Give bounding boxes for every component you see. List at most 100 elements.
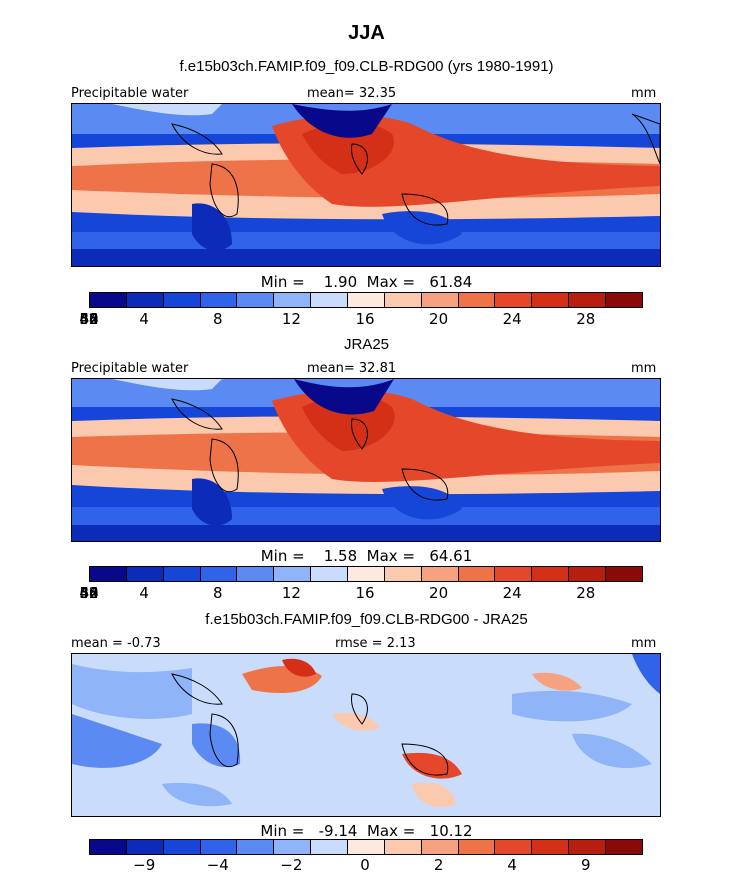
colorbar-swatch <box>495 293 533 307</box>
colorbar-swatch <box>200 293 238 307</box>
panel-3-min-max: Min = -9.14 Max = 10.12 <box>260 822 473 840</box>
colorbar-tick-label: 28 <box>576 584 596 602</box>
colorbar-swatch <box>126 293 164 307</box>
panel-3-rmse-label: rmse = 2.13 <box>335 636 416 651</box>
colorbar-swatch <box>90 567 127 581</box>
colorbar-tick-label: 8 <box>213 310 223 328</box>
colorbar-tick-label: 44 <box>79 584 99 602</box>
colorbar-swatch <box>90 293 127 307</box>
colorbar-swatch <box>384 840 422 854</box>
colorbar-tick-label: 52 <box>79 310 99 328</box>
panel-3-units-label: mm <box>631 636 657 651</box>
colorbar-tick-label: 32 <box>79 310 99 328</box>
colorbar-swatch <box>532 840 570 854</box>
colorbar-swatch <box>237 567 275 581</box>
colorbar-tick-label: 32 <box>79 584 99 602</box>
colorbar-swatch <box>237 840 275 854</box>
colorbar-swatch <box>126 567 164 581</box>
colorbar-swatch <box>606 567 642 581</box>
colorbar-tick-label: 36 <box>79 584 99 602</box>
colorbar-swatch <box>569 567 607 581</box>
panel-2-units-label: mm <box>631 361 657 376</box>
colorbar-swatch <box>569 840 607 854</box>
panel-2-variable-label: Precipitable water <box>71 361 189 376</box>
colorbar-tick-label: 4 <box>139 310 149 328</box>
colorbar-tick-label: 24 <box>502 584 522 602</box>
colorbar-tick-label: 9 <box>581 856 591 874</box>
colorbar-tick-label: 12 <box>281 310 301 328</box>
colorbar-swatch <box>384 567 422 581</box>
panel-1-subtitle: f.e15b03ch.FAMIP.f09_f09.CLB-RDG00 (yrs … <box>179 58 554 75</box>
colorbar-tick-label: 2 <box>433 856 444 874</box>
colorbar-swatch <box>532 567 570 581</box>
panel-3-map <box>71 653 661 817</box>
colorbar-swatch <box>237 293 275 307</box>
panel-2-colorbar <box>89 566 643 582</box>
colorbar-tick-label: −2 <box>280 856 303 874</box>
colorbar-tick-label: 56 <box>79 310 99 328</box>
panel-3-colorbar-ticks: −9 −4 −2 0 2 4 9 <box>89 856 641 874</box>
panel-1-map <box>71 103 661 267</box>
colorbar-swatch <box>421 840 459 854</box>
colorbar-swatch <box>90 840 127 854</box>
colorbar-tick-label: 4 <box>139 584 149 602</box>
colorbar-swatch <box>200 567 238 581</box>
colorbar-tick-label: 24 <box>502 310 522 328</box>
colorbar-swatch <box>274 293 312 307</box>
colorbar-tick-label: 20 <box>429 310 449 328</box>
colorbar-tick-label: 56 <box>79 584 99 602</box>
panel-3-mean-label: mean = -0.73 <box>71 636 161 651</box>
colorbar-swatch <box>348 567 385 581</box>
colorbar-tick-label: 60 <box>79 584 99 602</box>
colorbar-swatch <box>163 293 201 307</box>
colorbar-swatch <box>163 567 201 581</box>
colorbar-swatch <box>311 840 349 854</box>
colorbar-swatch <box>274 840 312 854</box>
panel-1-colorbar-ticks: 4 8 12 16 20 24 28 32 36 40 44 48 52 56 60 <box>79 310 641 328</box>
panel-2-map <box>71 378 661 542</box>
colorbar-swatch <box>606 840 642 854</box>
panel-1-units-label: mm <box>631 86 657 101</box>
colorbar-tick-label: 20 <box>429 584 449 602</box>
colorbar-tick-label: 12 <box>281 584 301 602</box>
colorbar-tick-label: 0 <box>360 856 370 874</box>
colorbar-swatch <box>606 293 642 307</box>
colorbar-swatch <box>421 293 459 307</box>
colorbar-tick-label: 16 <box>355 310 375 328</box>
colorbar-swatch <box>200 840 238 854</box>
figure-title: JJA <box>348 22 385 44</box>
panel-1-colorbar <box>89 292 643 308</box>
panel-2-colorbar-ticks: 4 8 12 16 20 24 28 32 36 40 44 48 52 56 60 <box>79 584 641 602</box>
colorbar-swatch <box>348 293 385 307</box>
colorbar-tick-label: 60 <box>79 310 99 328</box>
colorbar-tick-label: 44 <box>79 310 99 328</box>
panel-3-subtitle: f.e15b03ch.FAMIP.f09_f09.CLB-RDG00 - JRA… <box>205 611 528 628</box>
colorbar-tick-label: 16 <box>355 584 375 602</box>
panel-2-min-max: Min = 1.58 Max = 64.61 <box>260 547 473 565</box>
colorbar-tick-label: 52 <box>79 584 99 602</box>
colorbar-swatch <box>163 840 201 854</box>
colorbar-swatch <box>495 567 533 581</box>
colorbar-swatch <box>458 840 496 854</box>
colorbar-tick-label: 4 <box>507 856 517 874</box>
panel-2-subtitle: JRA25 <box>343 336 390 353</box>
colorbar-swatch <box>384 293 422 307</box>
colorbar-swatch <box>348 840 385 854</box>
colorbar-tick-label: 40 <box>79 584 99 602</box>
panel-1-variable-label: Precipitable water <box>71 86 189 101</box>
panel-1-mean-label: mean= 32.35 <box>307 86 397 101</box>
colorbar-swatch <box>458 567 496 581</box>
colorbar-tick-label: 28 <box>576 310 596 328</box>
colorbar-tick-label: 48 <box>79 584 99 602</box>
colorbar-swatch <box>458 293 496 307</box>
colorbar-tick-label: −4 <box>206 856 229 874</box>
colorbar-tick-label: −9 <box>133 856 156 874</box>
colorbar-swatch <box>311 293 349 307</box>
panel-2-mean-label: mean= 32.81 <box>307 361 397 376</box>
panel-3-colorbar <box>89 839 643 855</box>
colorbar-tick-label: 36 <box>79 310 99 328</box>
colorbar-swatch <box>495 840 533 854</box>
colorbar-swatch <box>569 293 607 307</box>
colorbar-swatch <box>421 567 459 581</box>
panel-1-min-max: Min = 1.90 Max = 61.84 <box>260 273 473 291</box>
